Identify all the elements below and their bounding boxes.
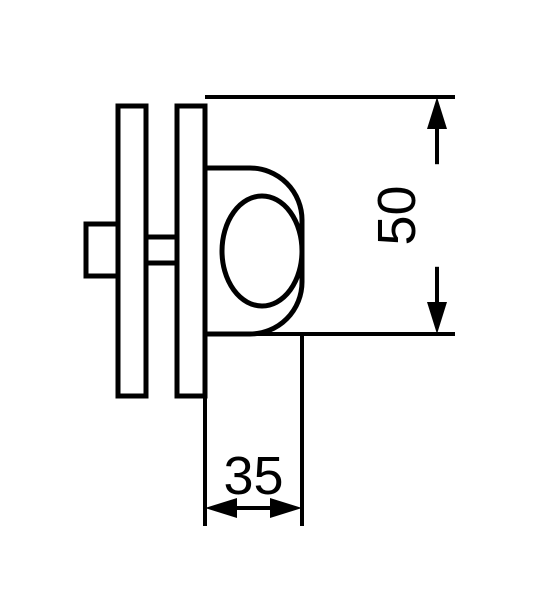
left-plate: [118, 106, 146, 396]
dimension-value-horizontal: 35: [223, 446, 283, 506]
connector-bar: [146, 237, 177, 263]
part-outline: [86, 106, 302, 396]
dimensioned-part-drawing: 50 35: [0, 0, 555, 603]
knob-face-ellipse: [222, 196, 302, 306]
dimension-horizontal: 35: [205, 334, 302, 526]
spindle-stub: [86, 224, 118, 276]
arrowhead-up: [427, 97, 447, 129]
dimension-value-vertical: 50: [367, 185, 427, 245]
right-plate: [177, 106, 205, 396]
arrowhead-down: [427, 302, 447, 334]
